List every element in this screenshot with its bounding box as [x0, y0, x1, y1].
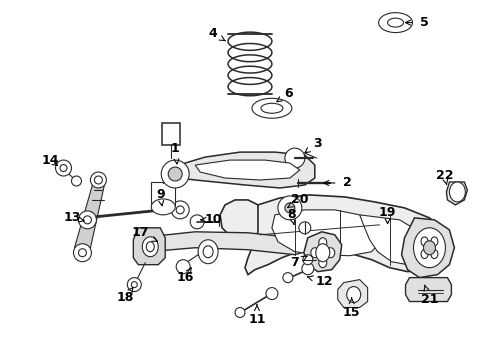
Ellipse shape	[94, 176, 102, 184]
Polygon shape	[401, 218, 453, 278]
Ellipse shape	[73, 244, 91, 262]
Ellipse shape	[83, 216, 91, 224]
Polygon shape	[133, 228, 165, 265]
Ellipse shape	[168, 167, 182, 181]
Text: 5: 5	[405, 16, 428, 29]
Ellipse shape	[90, 172, 106, 188]
Ellipse shape	[176, 260, 190, 274]
Text: 15: 15	[342, 298, 360, 319]
Ellipse shape	[78, 249, 86, 257]
Ellipse shape	[346, 287, 360, 302]
Text: 11: 11	[248, 305, 265, 326]
Text: 13: 13	[63, 211, 84, 224]
Ellipse shape	[420, 249, 427, 258]
Polygon shape	[271, 210, 381, 256]
Text: 8: 8	[287, 208, 296, 224]
Ellipse shape	[265, 288, 277, 300]
Text: 12: 12	[307, 275, 333, 288]
Ellipse shape	[423, 241, 435, 255]
Ellipse shape	[203, 246, 213, 258]
Text: 20: 20	[287, 193, 308, 207]
Text: 18: 18	[117, 288, 134, 304]
Ellipse shape	[198, 240, 218, 264]
Text: 22: 22	[435, 168, 452, 185]
Text: 1: 1	[170, 141, 179, 164]
Text: 19: 19	[378, 206, 395, 224]
Ellipse shape	[302, 255, 312, 265]
Ellipse shape	[78, 211, 96, 229]
Polygon shape	[220, 200, 258, 242]
Polygon shape	[172, 152, 314, 188]
Ellipse shape	[171, 201, 189, 219]
Polygon shape	[74, 185, 104, 248]
Text: 9: 9	[156, 188, 164, 206]
Ellipse shape	[151, 199, 175, 215]
Ellipse shape	[298, 222, 310, 234]
Ellipse shape	[142, 237, 158, 257]
Ellipse shape	[285, 203, 294, 213]
Ellipse shape	[56, 160, 71, 176]
Polygon shape	[446, 182, 467, 205]
FancyBboxPatch shape	[151, 182, 175, 206]
Text: 7: 7	[290, 256, 306, 269]
Ellipse shape	[285, 148, 304, 168]
Ellipse shape	[131, 282, 137, 288]
Ellipse shape	[60, 165, 67, 171]
Ellipse shape	[315, 244, 329, 262]
Ellipse shape	[318, 258, 326, 268]
Ellipse shape	[235, 307, 244, 318]
Ellipse shape	[430, 237, 437, 246]
Ellipse shape	[71, 176, 81, 186]
Text: 21: 21	[420, 285, 437, 306]
Text: 4: 4	[208, 27, 224, 41]
Ellipse shape	[283, 273, 292, 283]
Ellipse shape	[318, 238, 326, 248]
Ellipse shape	[378, 13, 412, 32]
Ellipse shape	[277, 196, 301, 220]
Ellipse shape	[413, 228, 445, 268]
Text: 17: 17	[131, 226, 157, 241]
Text: 3: 3	[305, 137, 322, 153]
Ellipse shape	[301, 263, 313, 275]
Text: 14: 14	[41, 154, 59, 167]
Ellipse shape	[326, 248, 334, 258]
Ellipse shape	[448, 182, 465, 202]
Ellipse shape	[251, 98, 291, 118]
Polygon shape	[405, 278, 450, 302]
Ellipse shape	[127, 278, 141, 292]
Text: 6: 6	[276, 87, 293, 102]
Ellipse shape	[310, 248, 318, 258]
Ellipse shape	[261, 103, 283, 113]
Polygon shape	[337, 280, 367, 307]
Polygon shape	[244, 195, 447, 275]
Ellipse shape	[161, 160, 189, 188]
Polygon shape	[195, 160, 299, 180]
Text: 2: 2	[323, 176, 351, 189]
Ellipse shape	[420, 237, 427, 246]
Text: 10: 10	[201, 213, 222, 226]
Ellipse shape	[430, 249, 437, 258]
Ellipse shape	[190, 215, 203, 229]
Polygon shape	[359, 215, 428, 265]
Text: 16: 16	[176, 268, 193, 284]
Ellipse shape	[387, 18, 403, 27]
Ellipse shape	[146, 242, 154, 252]
Polygon shape	[303, 232, 341, 272]
Polygon shape	[140, 232, 307, 255]
Ellipse shape	[176, 206, 184, 214]
FancyBboxPatch shape	[162, 123, 180, 145]
